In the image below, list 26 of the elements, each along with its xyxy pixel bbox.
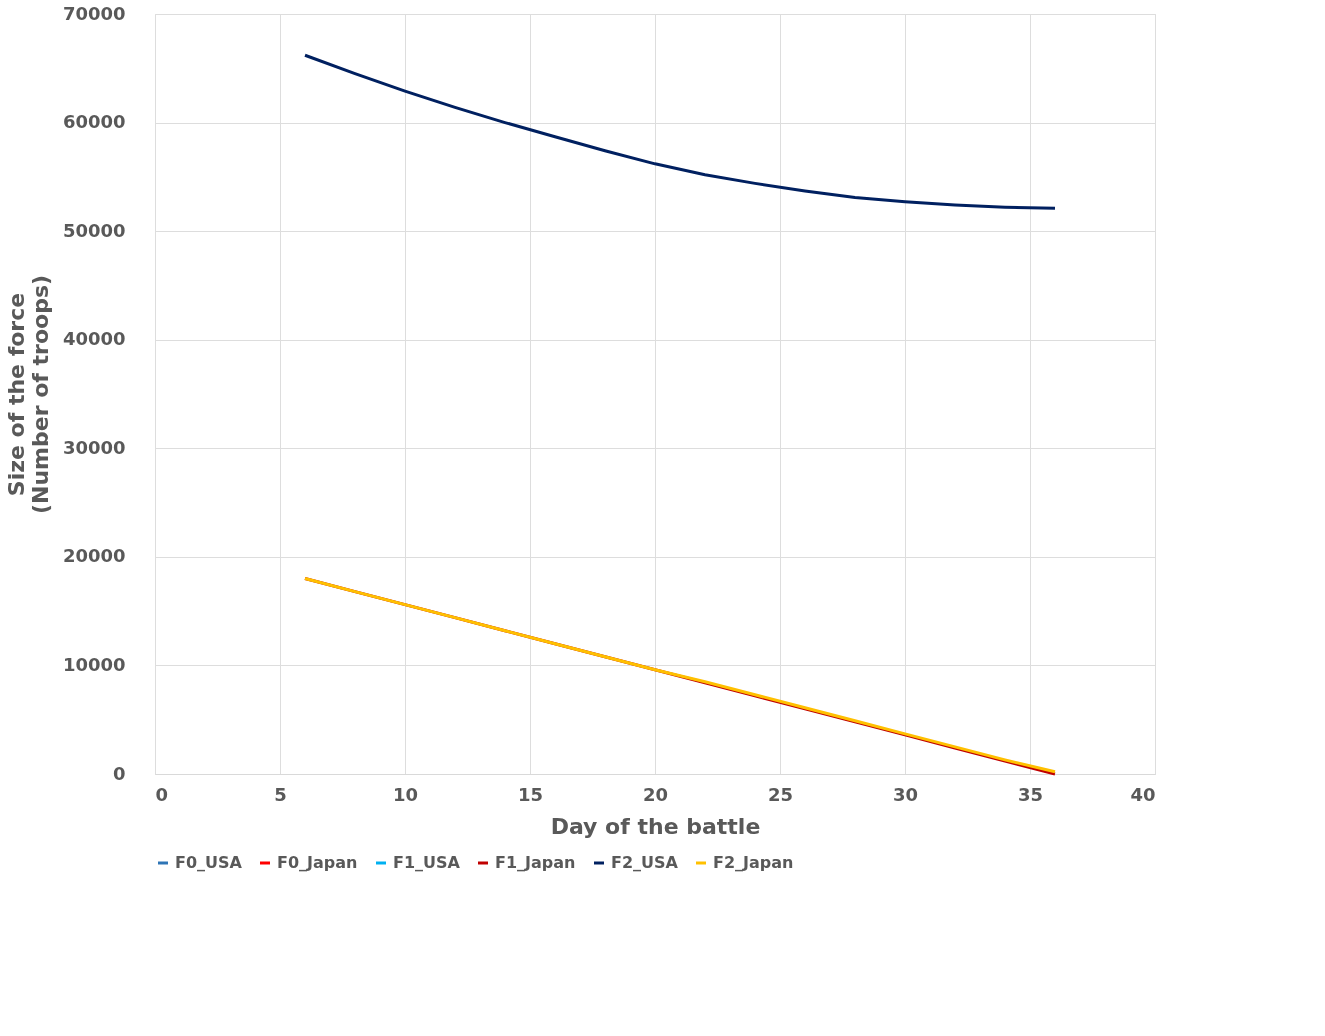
- x-axis-title: Day of the battle: [550, 813, 761, 839]
- y-tick-label: 70000: [62, 2, 126, 24]
- x-tick-label: 5: [274, 783, 287, 805]
- y-tick-label: 60000: [62, 111, 126, 133]
- y-tick-label: 10000: [62, 653, 126, 675]
- y-tick-label: 30000: [62, 436, 126, 458]
- legend-label: F2_Japan: [713, 853, 794, 872]
- legend-label: F0_USA: [175, 853, 243, 872]
- x-tick-label: 15: [517, 783, 544, 805]
- x-tick-label: 10: [392, 783, 419, 805]
- y-tick-label: 20000: [62, 545, 126, 567]
- legend-label: F1_Japan: [495, 853, 576, 872]
- legend-label: F0_Japan: [277, 853, 358, 872]
- legend-label: F1_USA: [393, 853, 461, 872]
- x-tick-label: 30: [892, 783, 919, 805]
- x-tick-label: 35: [1017, 783, 1044, 805]
- x-tick-label: 0: [155, 783, 169, 805]
- x-tick-label: 25: [767, 783, 794, 805]
- y-tick-label: 50000: [62, 219, 126, 241]
- x-tick-label: 40: [1130, 783, 1156, 805]
- y-tick-label: 0: [112, 762, 126, 784]
- y-tick-label: 40000: [62, 328, 126, 350]
- legend-label: F2_USA: [611, 853, 679, 872]
- y-axis-title: Size of the force (Number of troops): [3, 274, 53, 515]
- line-series: [303, 53, 1057, 210]
- x-tick-label: 20: [642, 783, 669, 805]
